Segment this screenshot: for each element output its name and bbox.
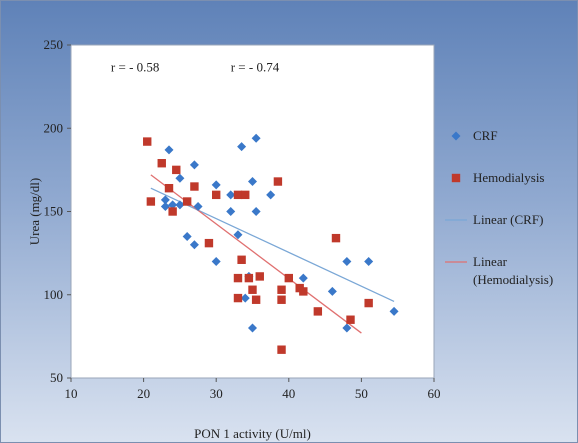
crf-point	[226, 190, 236, 200]
hemodialysis-point	[284, 273, 293, 283]
hemodialysis-point	[237, 255, 246, 264]
legend-label: CRF	[473, 128, 498, 143]
crf-point	[251, 207, 261, 216]
hemodialysis-point	[172, 165, 181, 175]
correlation-annotation: r = - 0.74	[231, 60, 280, 75]
crf-point	[164, 145, 174, 155]
hemodialysis-point	[277, 285, 286, 294]
crf-point	[251, 133, 261, 143]
correlation-annotation: r = - 0.58	[111, 60, 159, 75]
hemodialysis-point	[273, 177, 283, 186]
hemodialysis-point	[313, 307, 323, 316]
crf-point	[160, 202, 170, 212]
crf-point	[342, 323, 352, 333]
crf-point	[327, 286, 337, 296]
hemodialysis-point	[164, 183, 174, 193]
crf-point	[248, 323, 257, 333]
hemodialysis-point	[241, 190, 250, 200]
hemodialysis-point	[143, 137, 152, 146]
y-tick-label: 150	[44, 204, 64, 219]
hemodialysis-point	[190, 182, 199, 191]
crf-point	[240, 293, 250, 303]
legend-label: Linear (CRF)	[473, 212, 543, 227]
legend-label: Linear	[473, 254, 508, 269]
x-tick-label: 10	[65, 386, 78, 401]
crf-point	[168, 200, 178, 210]
y-tick-label: 50	[50, 370, 63, 385]
hemodialysis-point	[182, 197, 192, 206]
hemodialysis-point	[204, 238, 214, 248]
hemodialysis-point	[157, 159, 166, 168]
crf-point	[298, 273, 308, 283]
crf-point	[342, 256, 352, 266]
x-tick-label: 40	[282, 386, 295, 401]
hemodialysis-point	[277, 345, 286, 354]
data-points	[143, 133, 399, 354]
crf-point	[160, 195, 170, 205]
hemodialysis-point	[255, 272, 264, 281]
hemodialysis-point	[212, 190, 221, 200]
y-tick-label: 200	[44, 120, 64, 135]
hemodialysis-point	[299, 287, 308, 296]
x-tick-label: 50	[355, 386, 368, 401]
hemodialysis-point	[364, 298, 373, 308]
legend-marker-hemodialysis	[451, 173, 461, 183]
x-tick-label: 30	[210, 386, 223, 401]
crf-point	[182, 231, 192, 241]
crf-point	[226, 207, 236, 216]
crf-point	[233, 230, 243, 240]
x-tick-label: 60	[428, 386, 441, 401]
y-axis-title: Urea (mg/dl)	[27, 178, 42, 246]
annotations: r = - 0.58 r = - 0.74	[111, 60, 280, 75]
hemodialysis-point	[248, 285, 257, 294]
hemodialysis-point	[346, 315, 355, 324]
hemodialysis-point	[331, 233, 341, 243]
crf-point	[193, 202, 203, 212]
trendline	[150, 187, 395, 302]
crf-point	[389, 306, 399, 316]
crf-point	[189, 160, 199, 170]
crf-point	[175, 173, 185, 183]
hemodialysis-point	[233, 273, 243, 283]
hemodialysis-point	[244, 273, 254, 283]
crf-point	[211, 180, 221, 190]
crf-point	[211, 256, 221, 266]
hemodialysis-point	[251, 295, 261, 304]
legend-label: (Hemodialysis)	[473, 272, 553, 287]
hemodialysis-point	[146, 197, 156, 206]
hemodialysis-point	[233, 293, 243, 303]
x-axis-title: PON 1 activity (U/ml)	[194, 426, 311, 441]
crf-point	[364, 256, 374, 266]
axes: 10 20 30 40 50 60 50 100 150 200 250 PON 1 activity…	[27, 37, 441, 441]
y-tick-label: 250	[44, 37, 64, 52]
x-tick-label: 20	[137, 386, 150, 401]
hemodialysis-point	[277, 295, 286, 304]
y-tick-label: 100	[44, 287, 64, 302]
crf-point	[266, 190, 276, 200]
crf-point	[175, 200, 185, 210]
legend-label: Hemodialysis	[473, 170, 545, 185]
legend-marker-crf	[451, 131, 461, 141]
legend: CRF Hemodialysis Linear (CRF) Linear (Hemodi…	[445, 128, 553, 287]
hemodialysis-point	[233, 190, 243, 200]
crf-point	[189, 240, 199, 250]
crf-point	[248, 177, 257, 187]
crf-point	[237, 142, 247, 152]
hemodialysis-point	[168, 207, 177, 216]
